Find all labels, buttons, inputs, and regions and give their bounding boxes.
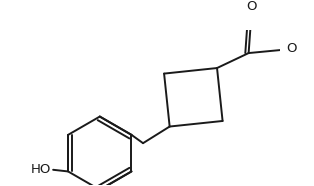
Text: HO: HO <box>30 163 51 176</box>
Text: O: O <box>286 42 296 55</box>
Text: O: O <box>246 0 256 13</box>
